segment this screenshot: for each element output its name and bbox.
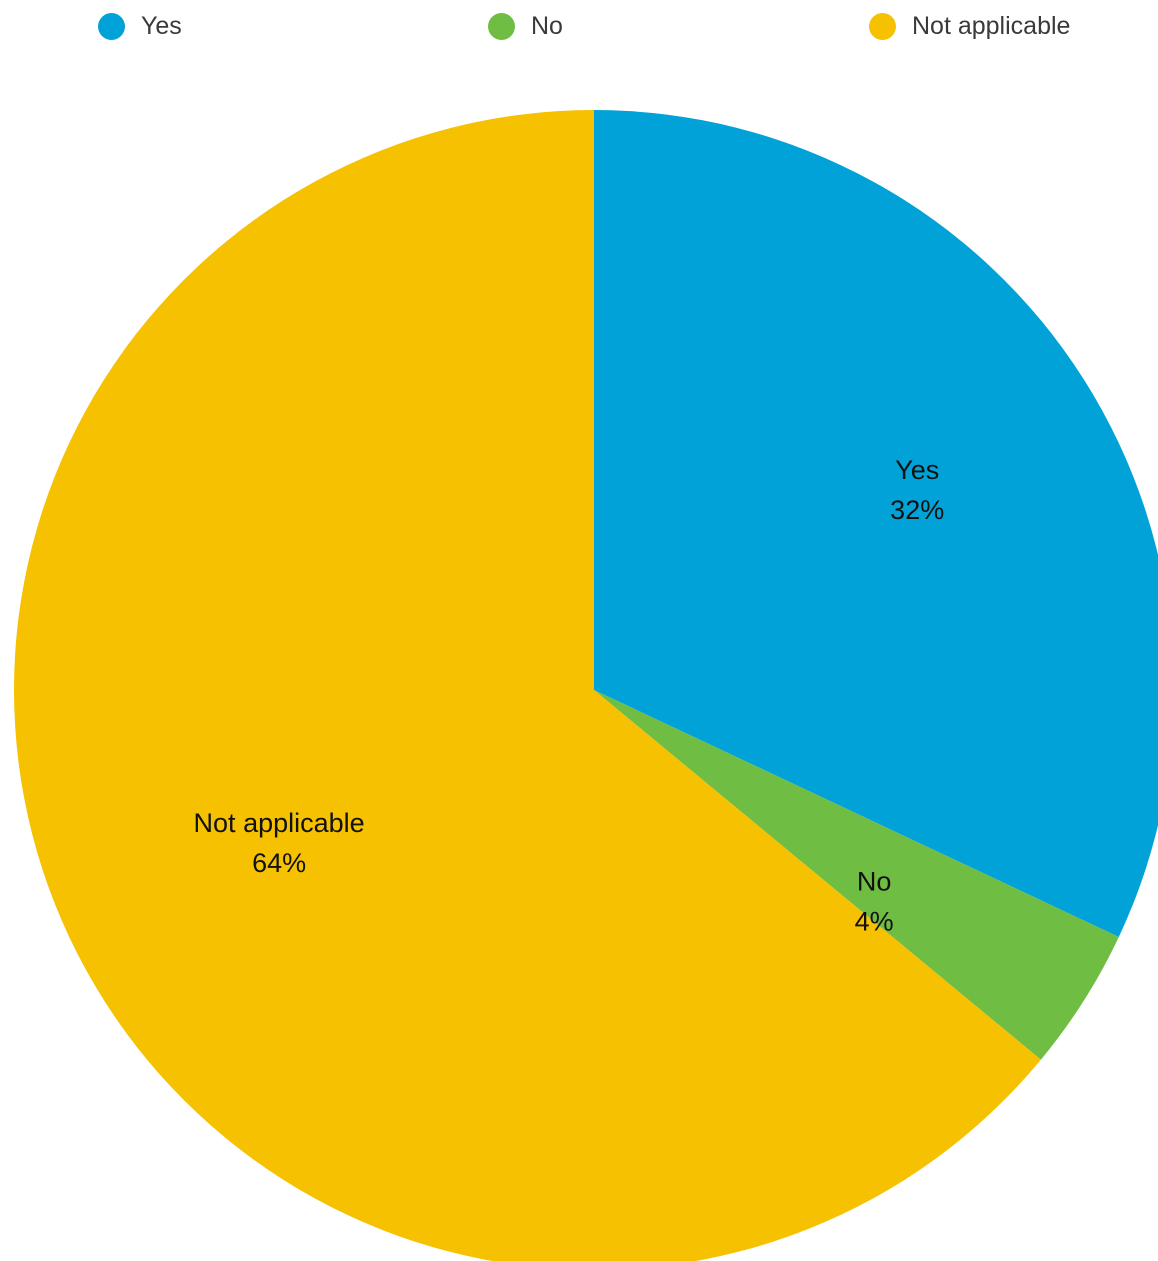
slice-value-yes: 32% xyxy=(890,495,944,525)
legend-swatch-yes xyxy=(98,12,125,40)
pie-slice-yes xyxy=(594,110,1158,937)
pie-slice-labels: Yes 32% No 4% Not applicable 64% xyxy=(194,455,945,937)
slice-value-no: 4% xyxy=(855,907,894,937)
pie-slices xyxy=(14,110,1158,1261)
legend-label-no: No xyxy=(531,11,563,40)
slice-value-not-applicable: 64% xyxy=(252,848,306,878)
pie-slice-not-applicable xyxy=(14,110,1041,1261)
legend-swatch-no xyxy=(488,12,515,40)
legend-item-not-applicable: Not applicable xyxy=(869,10,1070,42)
chart-legend: Yes No Not applicable xyxy=(0,0,1158,56)
pie-slice-no xyxy=(594,690,1119,1060)
legend-item-yes: Yes xyxy=(98,10,182,42)
slice-label-no: No xyxy=(857,867,892,897)
legend-label-yes: Yes xyxy=(141,11,182,40)
legend-label-not-applicable: Not applicable xyxy=(912,11,1071,40)
legend-swatch-not-applicable xyxy=(869,12,896,40)
legend-item-no: No xyxy=(488,10,563,42)
slice-label-not-applicable: Not applicable xyxy=(194,808,365,838)
slice-label-yes: Yes xyxy=(895,455,939,485)
